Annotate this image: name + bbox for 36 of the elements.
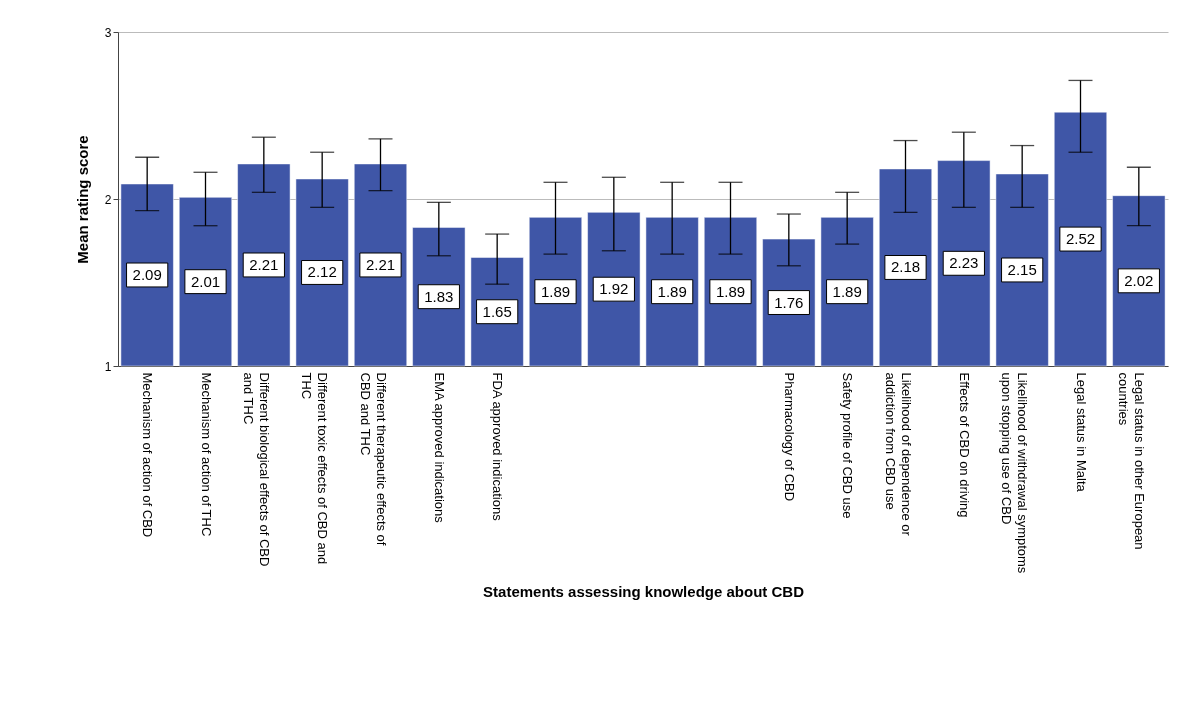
data-label: 1.92 bbox=[599, 280, 629, 298]
data-label: 2.09 bbox=[132, 265, 162, 283]
x-tick-label: Legal status in other European countries bbox=[1115, 372, 1147, 550]
x-tick-label: Mechanism of action of THC bbox=[198, 372, 214, 537]
data-label: 1.76 bbox=[774, 293, 804, 311]
x-tick-label: Likelihood of dependence or addiction from CBD use bbox=[882, 372, 914, 537]
x-tick-label: EMA approved indications bbox=[431, 372, 447, 524]
x-tick-label: FDA approved indications bbox=[490, 372, 506, 522]
data-label: 2.23 bbox=[949, 254, 979, 272]
x-tick-label: Pharmacology of CBD bbox=[781, 372, 797, 502]
y-tick-label: 1 bbox=[104, 359, 112, 374]
data-label: 2.21 bbox=[365, 255, 396, 273]
data-label: 1.89 bbox=[657, 282, 687, 300]
y-tick-label: 3 bbox=[104, 25, 112, 40]
data-label: 1.65 bbox=[482, 302, 512, 320]
data-label: 2.52 bbox=[1065, 230, 1096, 248]
x-axis-title: Statements assessing knowledge about CBD bbox=[483, 582, 805, 600]
data-label: 2.15 bbox=[1007, 260, 1037, 278]
x-tick-label: Effects of CBD on driving bbox=[956, 372, 972, 518]
x-tick-label: Different toxic effects of CBD and THC bbox=[299, 372, 331, 565]
data-label: 2.18 bbox=[890, 258, 921, 276]
data-label: 2.01 bbox=[190, 272, 221, 290]
data-label: 2.02 bbox=[1124, 271, 1154, 289]
data-label: 1.89 bbox=[540, 282, 571, 300]
data-label: 2.12 bbox=[307, 263, 337, 281]
x-tick-label: Different therapeutic effects of CBD and THC bbox=[357, 372, 389, 546]
y-axis-title: Mean rating score bbox=[73, 135, 91, 264]
data-label: 2.21 bbox=[249, 255, 279, 273]
x-tick-label: Different biological effects of CBD and THC bbox=[240, 372, 272, 567]
x-tick-label: Safety profile of CBD use bbox=[840, 372, 856, 519]
x-tick-label: Mechanism of action of CBD bbox=[140, 372, 156, 538]
data-label: 1.89 bbox=[832, 282, 862, 300]
data-label: 1.89 bbox=[715, 282, 746, 300]
y-tick-label: 2 bbox=[104, 192, 112, 207]
x-tick-label: Legal status in Malta bbox=[1073, 372, 1089, 493]
data-label: 1.83 bbox=[424, 287, 454, 305]
